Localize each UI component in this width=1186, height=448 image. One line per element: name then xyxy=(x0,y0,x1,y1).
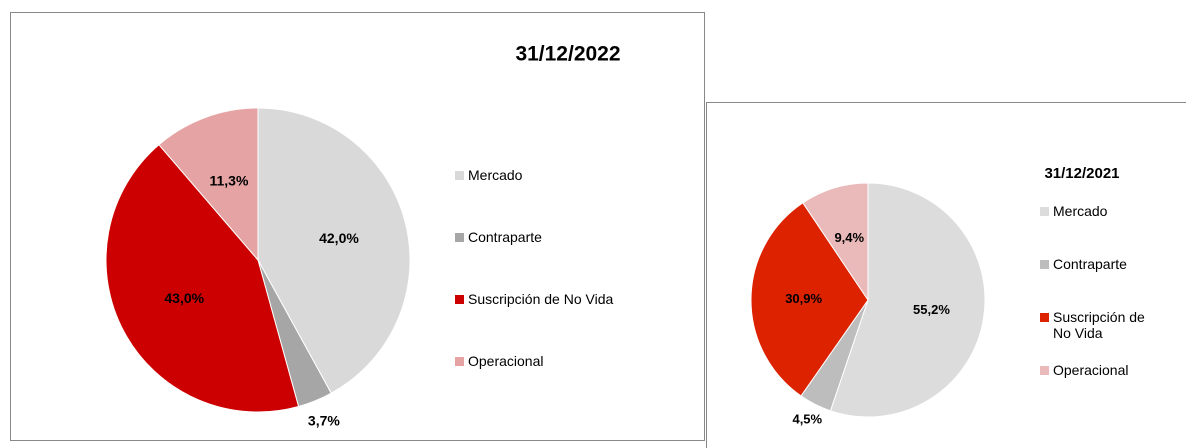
legend-item: Suscripción de No Vida xyxy=(455,291,685,353)
legend-swatch xyxy=(455,357,464,366)
legend-label: Mercado xyxy=(1053,203,1108,219)
legend-label: Operacional xyxy=(468,353,544,369)
data-label: 42,0% xyxy=(319,230,359,246)
chart-frame xyxy=(10,12,705,441)
pie-slice xyxy=(105,144,300,413)
legend-label: Contraparte xyxy=(1053,256,1127,272)
legend-label: Suscripción de No Vida xyxy=(468,291,614,307)
legend-swatch xyxy=(455,295,464,304)
legend-swatch xyxy=(455,171,464,180)
data-label: 4,5% xyxy=(792,412,822,427)
pie-slice xyxy=(829,182,986,418)
legend-label: Suscripción de No Vida xyxy=(1053,309,1145,341)
pie-slice xyxy=(750,202,869,397)
legend-label: Mercado xyxy=(468,167,523,183)
data-label: 3,7% xyxy=(308,413,340,429)
legend-item: Operacional xyxy=(455,353,685,415)
legend-item: Suscripción de No Vida xyxy=(1040,309,1158,362)
pie-slice xyxy=(257,107,411,394)
chart-title: 31/12/2021 xyxy=(1044,165,1119,182)
legend-item: Contraparte xyxy=(1040,256,1158,309)
pie-slice xyxy=(802,182,869,302)
data-label: 9,4% xyxy=(834,230,864,245)
legend-swatch xyxy=(1040,260,1049,269)
legend-item: Mercado xyxy=(455,167,685,229)
data-label: 11,3% xyxy=(209,172,248,188)
data-label: 43,0% xyxy=(164,290,204,306)
legend-item: Contraparte xyxy=(455,229,685,291)
chart-frame xyxy=(706,102,1186,448)
data-label: 30,9% xyxy=(785,291,822,306)
legend-swatch xyxy=(1040,313,1049,322)
legend-swatch xyxy=(455,233,464,242)
legend-label: Operacional xyxy=(1053,362,1129,378)
legend-swatch xyxy=(1040,207,1049,216)
legend: Mercado Contraparte Suscripción de No Vida… xyxy=(1040,203,1158,415)
pie-slice xyxy=(158,107,259,262)
legend-item: Mercado xyxy=(1040,203,1158,256)
chart-title: 31/12/2022 xyxy=(515,43,620,66)
legend-item: Operacional xyxy=(1040,362,1158,415)
data-label: 55,2% xyxy=(913,302,950,317)
legend-swatch xyxy=(1040,366,1049,375)
legend-label: Contraparte xyxy=(468,229,542,245)
legend: Mercado Contraparte Suscripción de No Vida… xyxy=(455,167,685,415)
